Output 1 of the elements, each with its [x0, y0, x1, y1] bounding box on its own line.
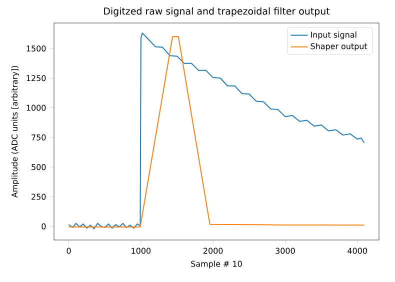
chart-title: Digitzed raw signal and trapezoidal filter output [104, 7, 330, 16]
